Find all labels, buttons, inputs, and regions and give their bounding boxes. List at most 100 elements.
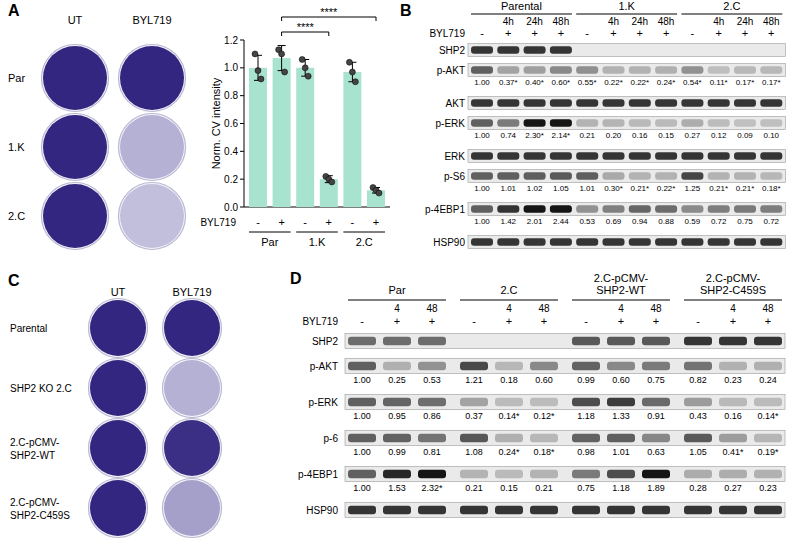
quant-label: 1.00 <box>353 483 371 493</box>
plate-rim <box>42 183 109 250</box>
band <box>734 238 756 245</box>
plate-stain <box>164 480 220 536</box>
band <box>550 99 572 106</box>
quant-label: 0.99 <box>577 375 595 385</box>
band <box>734 66 756 73</box>
quant-label: 0.22* <box>604 78 623 87</box>
band <box>734 172 756 179</box>
band <box>607 470 635 478</box>
time-label: 4h <box>608 16 619 27</box>
band <box>655 46 677 53</box>
quant-label: 0.54* <box>683 78 702 87</box>
x-axis-label: BYL719 <box>200 217 236 228</box>
band <box>708 119 730 126</box>
group-header: 2.C <box>500 284 517 296</box>
row-label: 2.C <box>8 210 25 222</box>
group-line <box>249 232 291 233</box>
treatment-sign: + <box>506 315 512 327</box>
plate-stain <box>90 480 146 536</box>
plate-stain <box>120 184 184 248</box>
band <box>719 470 747 478</box>
band <box>524 99 546 106</box>
group-line <box>348 300 446 301</box>
band <box>754 506 782 514</box>
quant-label: 1.21 <box>465 375 483 385</box>
blot-strip <box>345 467 785 482</box>
band <box>684 398 712 406</box>
quant-label: 0.98 <box>577 447 595 457</box>
band <box>684 506 712 514</box>
band <box>708 238 730 245</box>
column-header: BYL719 <box>132 14 171 26</box>
quant-label: 0.14* <box>498 411 520 421</box>
plate-stain <box>120 46 184 110</box>
band <box>497 119 519 126</box>
plate-stain <box>90 420 146 476</box>
band <box>460 337 488 345</box>
band <box>603 238 625 245</box>
band <box>471 205 493 212</box>
row-label: 2.C-pCMV- <box>10 497 59 508</box>
data-point <box>258 76 264 82</box>
x-tick-label: - <box>351 216 355 228</box>
band <box>681 46 703 53</box>
quant-label: 0.21* <box>709 184 728 193</box>
y-tick <box>240 207 244 208</box>
quant-label: 0.24 <box>759 375 777 385</box>
quant-label: 0.40* <box>525 78 544 87</box>
quant-label: 1.42 <box>501 217 517 226</box>
x-tick-label: - <box>256 216 260 228</box>
quant-label: 0.59 <box>685 217 701 226</box>
row-label: HSP90 <box>433 237 465 248</box>
blot-strip <box>345 503 785 518</box>
band <box>734 152 756 159</box>
y-tick-label: 0.6 <box>224 118 238 129</box>
band <box>530 398 558 406</box>
group-line <box>681 14 782 15</box>
y-tick <box>240 179 244 180</box>
x-tick-label: + <box>278 216 284 228</box>
quant-label: 0.72 <box>711 217 727 226</box>
time-label: 4h <box>713 16 724 27</box>
figure: AUTBYL719Par1.K2.C0.00.20.40.60.81.01.2N… <box>0 0 787 542</box>
quant-label: 0.10 <box>764 131 780 140</box>
band <box>760 205 782 212</box>
band <box>550 172 572 179</box>
band <box>418 506 446 514</box>
treatment-sign: + <box>505 27 511 39</box>
quant-label: 1.01 <box>501 184 517 193</box>
time-label: 24h <box>631 16 648 27</box>
data-point <box>252 51 258 57</box>
group-header: SHP2-C459S <box>700 284 766 296</box>
quant-label: 0.21* <box>630 184 649 193</box>
band <box>418 362 446 370</box>
plate-stain <box>164 300 220 356</box>
panel-label: C <box>8 272 20 289</box>
band <box>603 172 625 179</box>
time-label: 48 <box>650 303 662 314</box>
quant-label: 0.53 <box>423 375 441 385</box>
quant-label: 0.14* <box>757 411 779 421</box>
band <box>655 152 677 159</box>
quant-label: 1.00 <box>353 411 371 421</box>
group-line <box>576 14 677 15</box>
row-label: 1.K <box>8 141 25 153</box>
treatment-sign: + <box>742 27 748 39</box>
time-label: 48h <box>553 16 570 27</box>
bar <box>367 190 385 207</box>
band <box>684 470 712 478</box>
row-label: p-6 <box>324 433 339 444</box>
treatment-sign: + <box>541 315 547 327</box>
band <box>681 152 703 159</box>
band <box>655 119 677 126</box>
quant-label: 2.32* <box>421 483 443 493</box>
band <box>754 337 782 345</box>
treatment-sign: + <box>610 27 616 39</box>
band <box>603 46 625 53</box>
band <box>576 99 598 106</box>
quant-label: 0.91 <box>647 411 665 421</box>
band <box>681 66 703 73</box>
band <box>576 205 598 212</box>
band <box>471 46 493 53</box>
bar <box>343 72 361 207</box>
